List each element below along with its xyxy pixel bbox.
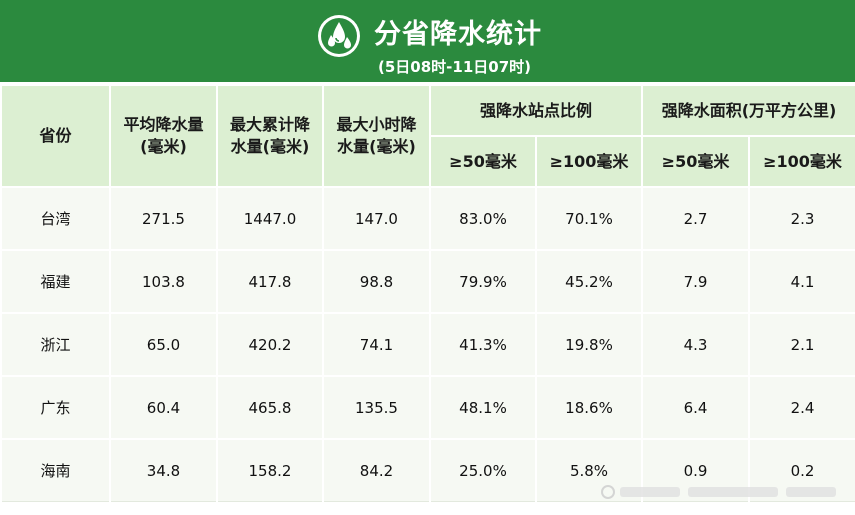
rainfall-table: 省份 平均降水量(毫米) 最大累计降水量(毫米) 最大小时降水量(毫米) 强降水…	[0, 84, 855, 502]
col-header-avg: 平均降水量(毫米)	[109, 84, 218, 188]
cell-ratio-50: 83.0%	[429, 186, 537, 251]
cell-ratio-100: 70.1%	[534, 186, 644, 251]
cell-max-hour: 147.0	[322, 186, 431, 251]
cell-ratio-50: 25.0%	[429, 438, 537, 502]
col-header-avg-label: 平均降水量(毫米)	[123, 115, 204, 156]
cell-area-50: 4.3	[641, 312, 751, 377]
cell-ratio-50: 79.9%	[429, 249, 537, 314]
watermark-logo	[600, 482, 850, 504]
cell-avg: 271.5	[109, 186, 218, 251]
table-row: 浙江 65.0 420.2 74.1 41.3% 19.8% 4.3 2.1	[0, 312, 855, 377]
col-header-max-acc-label: 最大累计降水量(毫米)	[229, 115, 310, 156]
cell-province: 福建	[0, 249, 111, 314]
cell-ratio-100: 19.8%	[534, 312, 644, 377]
col-header-ratio-100: ≥100毫米	[534, 135, 644, 188]
col-header-max-acc: 最大累计降水量(毫米)	[216, 84, 324, 188]
cell-province: 海南	[0, 438, 111, 502]
cell-ratio-50: 41.3%	[429, 312, 537, 377]
page-title: 分省降水统计	[374, 19, 542, 50]
col-header-max-hour-label: 最大小时降水量(毫米)	[336, 115, 417, 156]
table-row: 福建 103.8 417.8 98.8 79.9% 45.2% 7.9 4.1	[0, 249, 855, 314]
cell-ratio-100: 45.2%	[534, 249, 644, 314]
col-group-ratio: 强降水站点比例	[428, 84, 644, 137]
cell-avg: 65.0	[109, 312, 218, 377]
cell-area-100: 4.1	[748, 249, 855, 314]
subheader-row: ≥50毫米 ≥100毫米 ≥50毫米 ≥100毫米	[1, 135, 855, 188]
cell-province: 广东	[0, 375, 111, 440]
table-row: 台湾 271.5 1447.0 147.0 83.0% 70.1% 2.7 2.…	[0, 186, 855, 251]
cell-area-50: 6.4	[641, 375, 751, 440]
page-subtitle: (5日08时-11日07时)	[378, 58, 531, 76]
cell-max-hour: 98.8	[322, 249, 431, 314]
col-header-area-100: ≥100毫米	[748, 135, 855, 188]
cell-area-100: 2.3	[748, 186, 855, 251]
title-bar: 分省降水统计 (5日08时-11日07时)	[0, 0, 855, 82]
col-header-province: 省份	[0, 84, 111, 188]
cell-max-acc: 420.2	[216, 312, 324, 377]
col-header-area-50: ≥50毫米	[641, 135, 751, 188]
cell-avg: 60.4	[109, 375, 218, 440]
cell-max-hour: 135.5	[322, 375, 431, 440]
cell-ratio-50: 48.1%	[429, 375, 537, 440]
cell-avg: 34.8	[109, 438, 218, 502]
cell-province: 台湾	[0, 186, 111, 251]
header-row: 省份 平均降水量(毫米) 最大累计降水量(毫米) 最大小时降水量(毫米) 强降水…	[0, 84, 855, 188]
cell-max-acc: 465.8	[216, 375, 324, 440]
col-group-area: 强降水面积(万平方公里)	[641, 84, 855, 137]
water-drops-icon	[316, 13, 362, 59]
col-header-max-hour: 最大小时降水量(毫米)	[322, 84, 431, 188]
cell-ratio-100: 18.6%	[534, 375, 644, 440]
cell-max-acc: 417.8	[216, 249, 324, 314]
cell-max-hour: 74.1	[322, 312, 431, 377]
cell-area-100: 2.4	[748, 375, 855, 440]
cell-ratio-100: 5.8%	[534, 438, 644, 502]
cell-max-hour: 84.2	[322, 438, 431, 502]
cell-avg: 103.8	[109, 249, 218, 314]
cell-area-50: 7.9	[641, 249, 751, 314]
cell-max-acc: 1447.0	[216, 186, 324, 251]
cell-province: 浙江	[0, 312, 111, 377]
col-header-ratio-50: ≥50毫米	[429, 135, 537, 188]
cell-area-100: 2.1	[748, 312, 855, 377]
table-row: 广东 60.4 465.8 135.5 48.1% 18.6% 6.4 2.4	[0, 375, 855, 440]
cell-area-50: 2.7	[641, 186, 751, 251]
cell-max-acc: 158.2	[216, 438, 324, 502]
